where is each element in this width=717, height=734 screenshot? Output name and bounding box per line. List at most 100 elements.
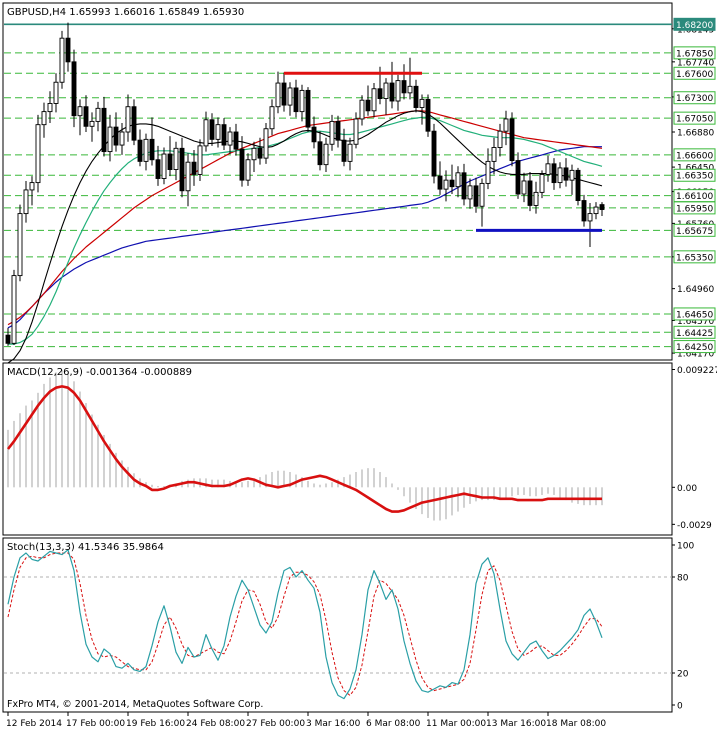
candle bbox=[395, 74, 401, 111]
candle bbox=[335, 115, 341, 148]
candle-body bbox=[503, 118, 509, 132]
candle-body bbox=[203, 119, 209, 147]
candle-body bbox=[575, 169, 581, 201]
candle bbox=[383, 78, 389, 115]
candle bbox=[11, 269, 17, 345]
candle-body bbox=[5, 334, 11, 344]
candle bbox=[23, 180, 29, 223]
candle bbox=[131, 99, 137, 146]
candle-body bbox=[131, 106, 137, 141]
candle bbox=[209, 113, 215, 146]
stochastic-indicator bbox=[4, 549, 672, 700]
price-level-tag bbox=[673, 325, 716, 339]
candle-body bbox=[443, 179, 449, 190]
candle bbox=[77, 99, 83, 136]
time-tick-label: 12 Feb 2014 bbox=[6, 719, 62, 729]
candle-body bbox=[533, 191, 539, 206]
macd-signal-line bbox=[6, 385, 602, 513]
candle bbox=[473, 177, 479, 213]
candle-body bbox=[215, 124, 221, 140]
candle-body bbox=[161, 153, 167, 179]
macd-indicator bbox=[6, 369, 603, 521]
price-level-text: 1.66600 bbox=[676, 151, 713, 161]
candle bbox=[479, 178, 485, 227]
candle-body bbox=[431, 130, 437, 177]
candle-body bbox=[335, 120, 341, 141]
candle-body bbox=[395, 80, 401, 102]
macd-tick-label: -0.0029 bbox=[677, 521, 712, 531]
price-level-tag bbox=[673, 223, 716, 237]
price-tick-label: 1.64570 bbox=[677, 317, 714, 327]
candle-body bbox=[191, 161, 197, 175]
candle bbox=[491, 137, 497, 175]
price-level-tag bbox=[673, 340, 716, 354]
candle-body bbox=[425, 98, 431, 132]
moving-averages bbox=[7, 110, 603, 364]
candle-body bbox=[539, 173, 545, 193]
candle-body bbox=[491, 147, 497, 162]
candle-body bbox=[53, 81, 59, 104]
candlesticks bbox=[5, 22, 605, 346]
candle bbox=[239, 136, 245, 187]
candle-body bbox=[137, 139, 143, 162]
candle bbox=[449, 164, 455, 195]
candle bbox=[551, 158, 557, 190]
candle bbox=[443, 170, 449, 202]
price-level-text: 1.67050 bbox=[676, 115, 713, 125]
current-price-text: 1.68200 bbox=[676, 21, 713, 31]
candle bbox=[467, 178, 473, 209]
candle bbox=[167, 136, 173, 177]
candle-body bbox=[227, 131, 233, 146]
candle bbox=[347, 137, 353, 171]
candle-body bbox=[329, 120, 335, 145]
price-pane-frame bbox=[2, 2, 673, 361]
candle bbox=[539, 170, 545, 199]
candle bbox=[599, 202, 605, 217]
candle-body bbox=[209, 119, 215, 140]
candle bbox=[203, 111, 209, 152]
price-level-text: 1.67850 bbox=[676, 49, 713, 59]
macd-axis: 0.009227 0.00 -0.0029 bbox=[672, 366, 717, 531]
candle-body bbox=[467, 185, 473, 200]
candle bbox=[503, 110, 509, 146]
candle bbox=[269, 99, 275, 136]
candle-body bbox=[65, 37, 71, 63]
candle-body bbox=[593, 206, 599, 215]
price-level-tag bbox=[673, 168, 716, 182]
support-resistance-lines bbox=[284, 71, 602, 232]
candle bbox=[401, 64, 407, 100]
candle-body bbox=[383, 82, 389, 100]
candle bbox=[413, 79, 419, 113]
candle bbox=[41, 102, 47, 138]
candle bbox=[569, 164, 575, 195]
price-level-text: 1.67600 bbox=[676, 70, 713, 80]
candle bbox=[587, 202, 593, 248]
price-level-text: 1.65675 bbox=[676, 227, 713, 237]
candle-body bbox=[143, 138, 149, 162]
time-axis: 12 Feb 2014 17 Feb 00:00 19 Feb 16:00 24 Fe… bbox=[6, 712, 606, 729]
candle-body bbox=[257, 147, 263, 159]
candle bbox=[53, 73, 59, 113]
candle-body bbox=[569, 169, 575, 181]
price-level-tag bbox=[673, 91, 716, 105]
candle bbox=[281, 72, 287, 112]
candle bbox=[5, 327, 11, 346]
candle bbox=[113, 112, 119, 152]
price-level-tag bbox=[673, 148, 716, 162]
candle bbox=[155, 145, 161, 186]
price-level-text: 1.67300 bbox=[676, 94, 713, 104]
candle bbox=[263, 123, 269, 164]
candle bbox=[527, 171, 533, 212]
candle-body bbox=[263, 128, 269, 159]
time-tick-label: 19 Feb 16:00 bbox=[126, 719, 185, 729]
candle bbox=[65, 22, 71, 72]
candle bbox=[29, 176, 35, 206]
candle-body bbox=[437, 175, 443, 190]
candle-body bbox=[407, 85, 413, 94]
time-tick-label: 27 Feb 00:00 bbox=[246, 719, 305, 729]
candle-body bbox=[17, 213, 23, 277]
candle bbox=[425, 94, 431, 137]
candle-body bbox=[389, 82, 395, 102]
candle bbox=[305, 87, 311, 133]
